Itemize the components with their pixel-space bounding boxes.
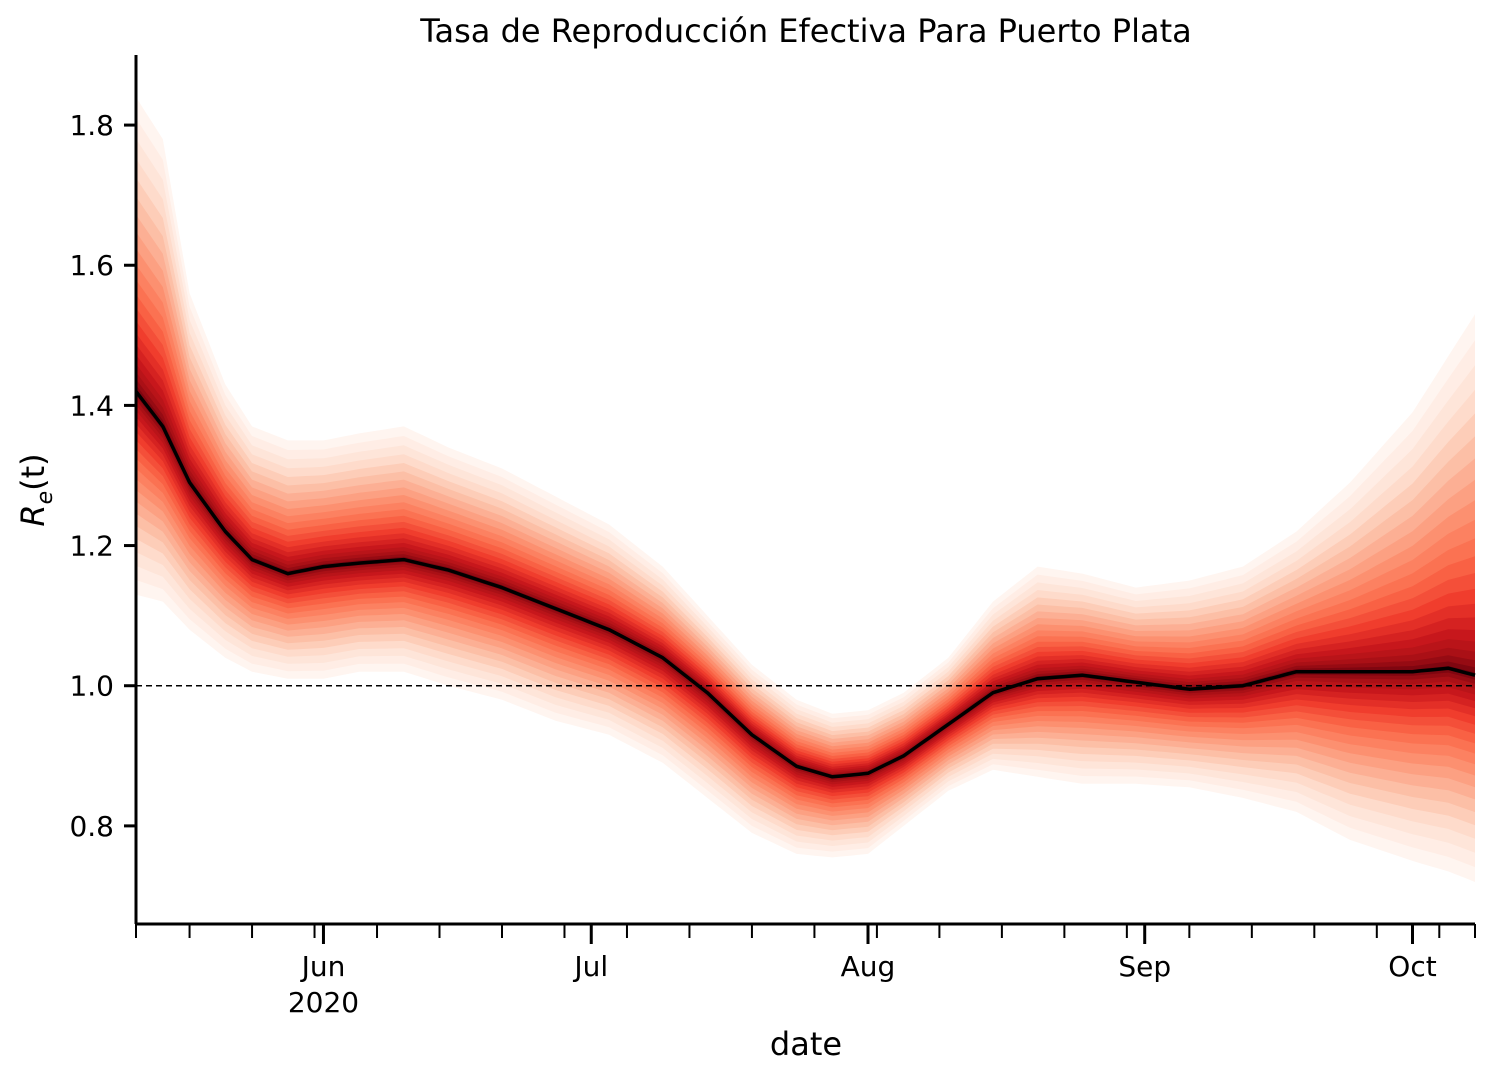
x-tick-sublabel: 2020 — [288, 986, 359, 1019]
x-tick-label: Aug — [841, 950, 896, 983]
chart-title: Tasa de Reproducción Efectiva Para Puert… — [419, 12, 1191, 50]
x-tick-label: Jun — [300, 950, 346, 983]
x-tick-label: Oct — [1388, 950, 1436, 983]
median-line-group — [134, 390, 1476, 779]
y-axis-label-subscript: e — [33, 491, 58, 505]
y-tick-label: 1.2 — [69, 530, 114, 563]
y-axis-label-main: R — [14, 504, 52, 526]
credible-interval-bands — [136, 97, 1475, 882]
y-tick-label: 1.8 — [69, 109, 114, 142]
x-tick-label: Sep — [1118, 950, 1171, 983]
y-axis-label-suffix: (t) — [14, 453, 52, 491]
x-axis-label: date — [770, 1025, 842, 1063]
y-tick-label: 0.8 — [69, 810, 114, 843]
credible-band — [136, 379, 1475, 781]
median-line — [134, 390, 1476, 779]
y-axis-label: Re(t) — [14, 453, 58, 526]
x-tick-label: Jul — [572, 950, 608, 983]
y-tick-label: 1.6 — [69, 249, 114, 282]
y-tick-label: 1.4 — [69, 389, 114, 422]
y-tick-label: 1.0 — [69, 670, 114, 703]
